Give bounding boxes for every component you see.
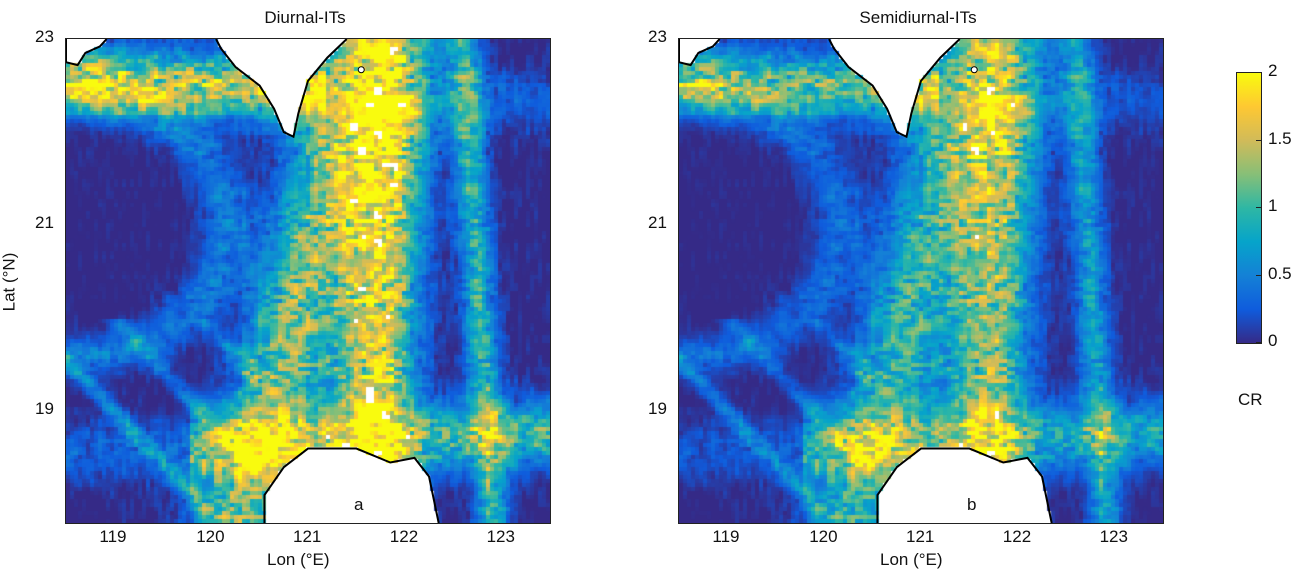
colorbar-tick-mark [1256,342,1261,343]
chart-title-a: Diurnal-ITs [264,8,346,27]
heatmap-plot-a: a [65,38,551,524]
xtick-label: 122 [389,527,419,546]
heatmap-canvas-b [679,39,1163,523]
islet-marker [357,66,365,74]
ytick-label: 19 [35,399,54,419]
xtick-label: 119 [99,527,127,546]
colorbar-tick-label: 1.5 [1268,128,1292,148]
heatmap-canvas-a [66,39,550,523]
colorbar-tick-mark [1256,72,1261,73]
heatmap-plot-b: b [678,38,1164,524]
ytick-label: 21 [648,213,667,233]
xtick-label: 120 [196,527,225,546]
colorbar-label: CR [1238,390,1263,409]
colorbar-tick-label: 0.5 [1268,263,1292,283]
coastline-overlay-a [66,39,440,523]
luzon-coastline [876,447,1053,523]
luzon-coastline [263,447,440,523]
colorbar-tick-mark [1256,207,1261,208]
ytick-label: 21 [35,213,54,233]
xtick-label: 123 [1099,527,1128,546]
xtick-label: 121 [293,527,322,546]
coastline-overlay-b [679,39,1053,523]
ytick-label: 23 [648,27,667,46]
china-coastline [66,39,108,67]
xlabel-b: Lon (°E) [880,550,943,569]
colorbar [1236,72,1262,344]
xtick-label: 121 [906,527,935,546]
ytick-label: 19 [648,399,667,419]
colorbar-tick-mark [1256,274,1261,276]
panel-label-a: a [354,495,364,514]
colorbar-tick-label: 2 [1268,61,1278,80]
taiwan-coastline [215,39,348,139]
xtick-label: 120 [809,527,838,546]
colorbar-tick-label: 0 [1268,331,1278,350]
islet-marker [970,66,978,74]
xtick-label: 119 [712,527,740,546]
xtick-label: 122 [1002,527,1032,546]
colorbar-tick-label: 1 [1268,196,1278,215]
xtick-label: 123 [486,527,515,546]
colorbar-tick-mark [1256,139,1261,141]
chart-title-b: Semidiurnal-ITs [859,8,977,27]
xlabel-a: Lon (°E) [267,550,330,569]
panel-label-b: b [967,495,977,514]
ylabel-a: Lat (°N) [0,252,19,312]
china-coastline [679,39,721,67]
taiwan-coastline [828,39,961,139]
ytick-label: 23 [35,27,54,46]
